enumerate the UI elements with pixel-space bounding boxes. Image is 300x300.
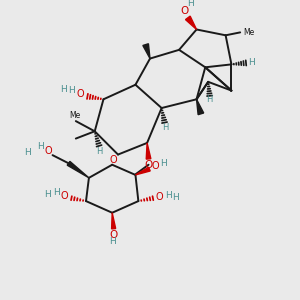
Polygon shape [67, 161, 89, 178]
Text: H: H [206, 95, 213, 104]
Text: H: H [160, 159, 167, 168]
Text: O: O [45, 146, 52, 156]
Text: O: O [180, 6, 188, 16]
Polygon shape [196, 99, 204, 115]
Text: H: H [172, 193, 179, 202]
Text: O: O [110, 230, 118, 240]
Text: H: H [187, 0, 194, 8]
Text: H: H [162, 123, 168, 132]
Text: O: O [144, 160, 153, 170]
Text: H: H [24, 148, 31, 157]
Text: O: O [77, 89, 85, 99]
Text: H: H [38, 142, 44, 151]
Text: O: O [61, 191, 69, 201]
Text: O: O [156, 192, 164, 202]
Text: H: H [96, 147, 102, 156]
Polygon shape [112, 213, 116, 229]
Text: H: H [110, 237, 116, 246]
Text: O: O [110, 154, 118, 164]
Text: H: H [248, 58, 255, 68]
Text: H: H [53, 188, 59, 197]
Text: Me: Me [243, 28, 254, 37]
Text: O: O [152, 160, 159, 171]
Text: H: H [44, 190, 51, 199]
Polygon shape [185, 16, 197, 29]
Text: Me: Me [69, 111, 81, 120]
Text: H: H [60, 85, 67, 94]
Text: H: H [68, 86, 75, 95]
Polygon shape [146, 143, 151, 159]
Text: H: H [165, 191, 171, 200]
Polygon shape [143, 44, 150, 58]
Polygon shape [136, 167, 150, 175]
